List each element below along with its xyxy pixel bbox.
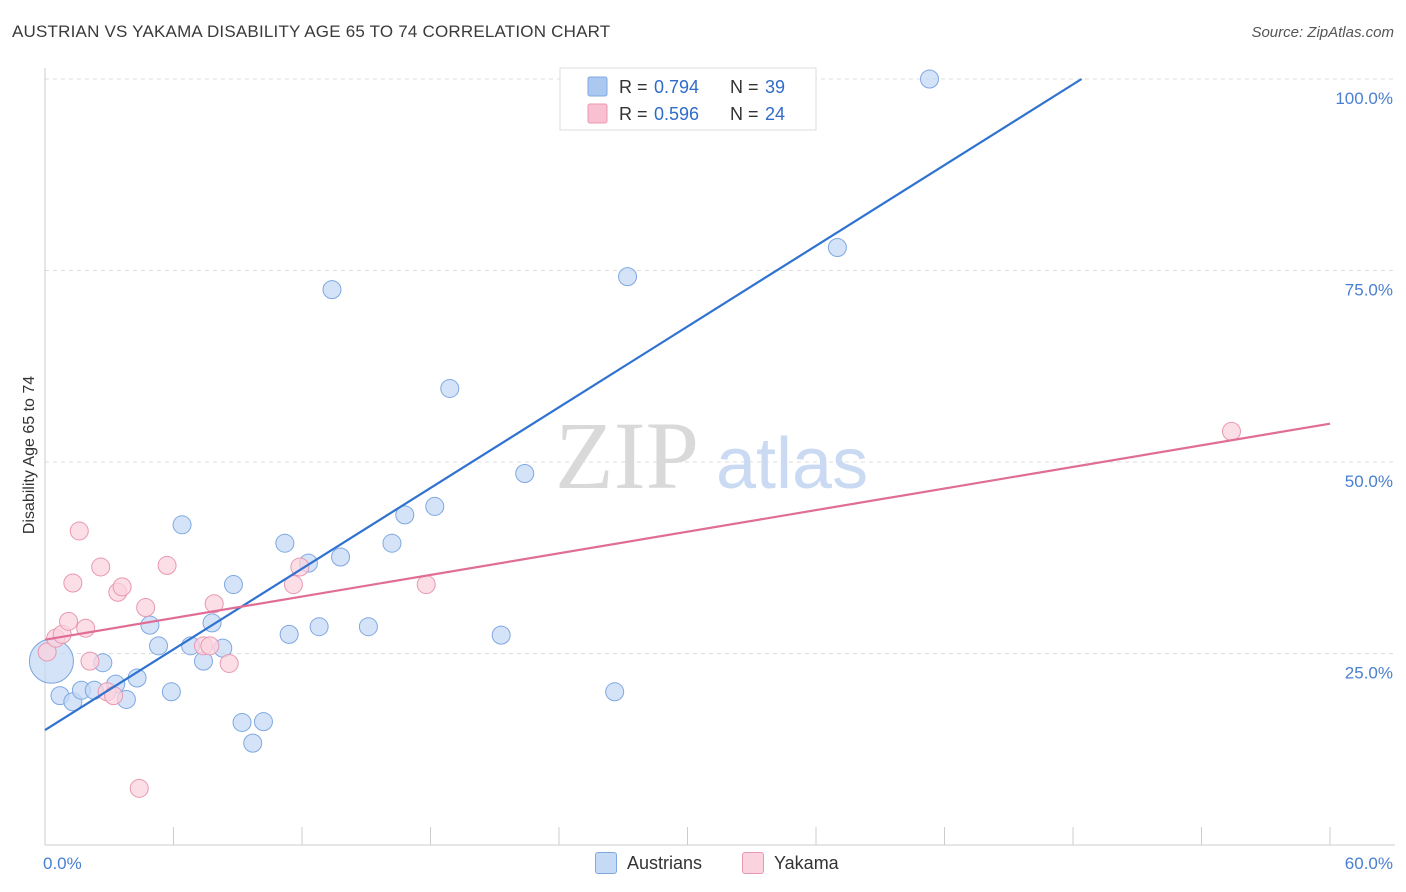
austrians-point <box>232 712 252 732</box>
austrians-point <box>395 505 415 525</box>
yakama-point <box>37 642 57 662</box>
yakama-trend-line <box>44 422 1331 641</box>
legend-item-austrians: Austrians <box>595 852 702 874</box>
yakama-r-label: R = <box>619 104 648 124</box>
yakama-n-label: N = <box>730 104 759 124</box>
yakama-legend-swatch <box>587 103 608 124</box>
austrians-r-label: R = <box>619 77 648 97</box>
yakama-legend-label: Yakama <box>774 852 839 873</box>
austrians-point <box>491 625 511 645</box>
austrians-point <box>358 617 378 637</box>
austrians-point <box>243 733 263 753</box>
austrians-point <box>149 636 169 656</box>
yakama-point <box>1221 421 1241 441</box>
austrians-point <box>515 463 535 483</box>
yakama-point <box>63 573 83 593</box>
x-tick-label: 60.0% <box>1345 854 1393 873</box>
yakama-point <box>136 598 156 618</box>
austrians-point <box>425 496 445 516</box>
chart-title: AUSTRIAN VS YAKAMA DISABILITY AGE 65 TO … <box>12 22 611 41</box>
austrians-r-value: 0.794 <box>654 77 699 97</box>
austrians-point <box>172 515 192 535</box>
yakama-r-value: 0.596 <box>654 104 699 124</box>
watermark: ZIP atlas <box>555 402 868 509</box>
austrians-point <box>605 682 625 702</box>
austrians-swatch <box>595 852 617 874</box>
austrians-point <box>920 69 940 89</box>
yakama-point <box>59 611 79 631</box>
austrians-point <box>827 238 847 258</box>
trend-lines <box>44 78 1331 732</box>
y-tick-label: 75.0% <box>1345 281 1393 300</box>
austrians-legend-swatch <box>587 76 608 97</box>
austrians-n-value: 39 <box>765 77 785 97</box>
austrians-point <box>279 624 299 644</box>
y-tick-label: 25.0% <box>1345 664 1393 683</box>
yakama-point <box>112 577 132 597</box>
austrians-trend-line <box>44 78 1083 732</box>
yakama-point <box>290 557 310 577</box>
watermark-zip: ZIP <box>555 402 699 509</box>
austrians-point <box>275 533 295 553</box>
legend-item-yakama: Yakama <box>742 852 839 874</box>
y-tick-label: 50.0% <box>1345 472 1393 491</box>
austrians-point <box>382 533 402 553</box>
yakama-point <box>219 653 239 673</box>
austrians-point <box>223 575 243 595</box>
austrians-point <box>309 617 329 637</box>
yakama-swatch <box>742 852 764 874</box>
y-tick-label: 100.0% <box>1335 89 1393 108</box>
top-legend: R = 0.794 N = 39 R = 0.596 N = 24 <box>559 67 817 131</box>
yakama-point <box>91 557 111 577</box>
yakama-point <box>104 686 124 706</box>
yakama-point <box>416 575 436 595</box>
yakama-point <box>69 521 89 541</box>
austrians-point <box>322 280 342 300</box>
grid-lines <box>45 78 1395 654</box>
austrians-point <box>140 615 160 635</box>
yakama-point <box>283 575 303 595</box>
yakama-point <box>80 651 100 671</box>
austrians-point <box>161 682 181 702</box>
source-label: Source: ZipAtlas.com <box>1251 24 1394 41</box>
austrians-point <box>253 712 273 732</box>
axes <box>44 68 1395 846</box>
austrians-point <box>331 547 351 567</box>
yakama-n-value: 24 <box>765 104 785 124</box>
austrians-legend-label: Austrians <box>627 852 703 873</box>
yakama-point <box>129 778 149 798</box>
yakama-point <box>204 594 224 614</box>
yakama-point <box>157 555 177 575</box>
austrians-point <box>440 378 460 398</box>
austrians-n-label: N = <box>730 77 759 97</box>
data-points <box>28 69 1241 798</box>
x-tick-label: 0.0% <box>43 854 82 873</box>
watermark-atlas: atlas <box>716 424 868 504</box>
tick-labels: 25.0% 50.0% 75.0% 100.0% 0.0% 60.0% <box>43 89 1393 873</box>
bottom-legend: Austrians Yakama <box>0 852 1406 878</box>
yakama-point <box>200 636 220 656</box>
austrians-point <box>618 267 638 287</box>
